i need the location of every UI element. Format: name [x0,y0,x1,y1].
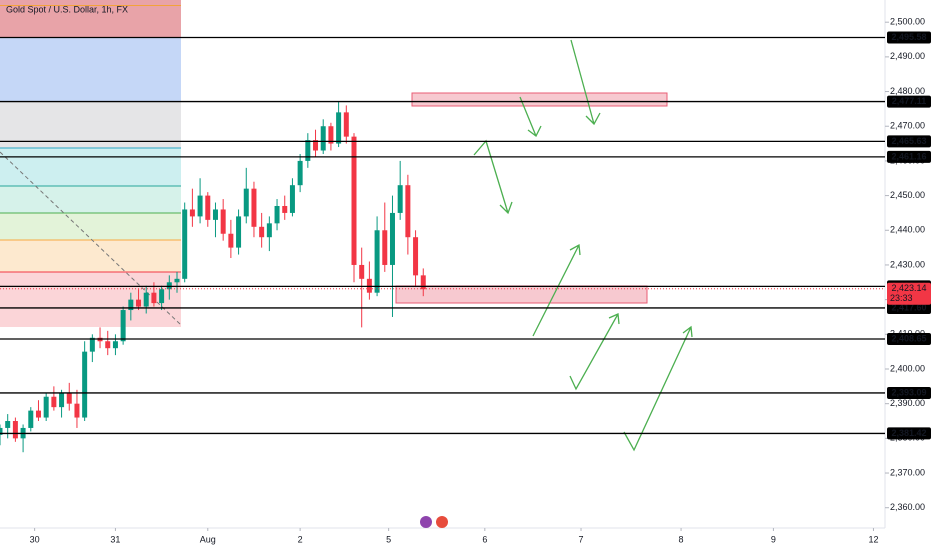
candle-body [236,216,242,248]
candle-body [397,185,403,213]
footer-icons [420,516,448,528]
candle-body [51,396,57,408]
last-price-label: 2,423.14 [891,283,926,293]
x-tick-label: 2 [298,534,303,544]
level-label: 2,417.60 [891,302,926,312]
candle-body [359,264,365,279]
candle-body [59,393,65,408]
fib-zones [0,0,182,327]
candle-body [43,396,49,418]
y-tick-label: 2,480.00 [890,86,925,96]
level-label-box [887,95,931,108]
y-tick-label: 2,430.00 [890,259,925,269]
level-label: 2,408.65 [891,333,926,343]
candle-body [28,410,34,428]
x-tick-label: 8 [679,534,684,544]
y-tick-label: 2,470.00 [890,121,925,131]
arrows [473,39,693,452]
candle-body [197,195,203,217]
candle-body [405,185,411,238]
level-label-box [887,427,931,440]
countdown: 23:33 [890,293,913,303]
x-tick-label: 5 [386,534,391,544]
candle-body [89,337,95,352]
candle-body [336,112,342,144]
candle-body [151,292,157,304]
y-tick-label: 2,450.00 [890,190,925,200]
y-tick-label: 2,370.00 [890,467,925,477]
candle-body [143,292,149,307]
chart-title: Gold Spot / U.S. Dollar, 1h, FX [6,4,128,14]
x-tick-label: 31 [110,534,120,544]
candle-body [35,410,41,418]
x-tick-label: 7 [579,534,584,544]
candle-body [251,188,257,227]
level-label-box [887,332,931,345]
candle-body [374,230,380,293]
x-tick-label: 6 [482,534,487,544]
candle-body [274,205,280,224]
candle-body [112,341,118,349]
candle-body [389,212,395,265]
y-tick-label: 2,390.00 [890,398,925,408]
candle-body [189,209,195,217]
zones [395,92,668,304]
level-label-box [887,31,931,44]
level-label: 2,477.11 [892,96,927,106]
candle-body [5,421,11,428]
candle-body [66,393,72,404]
y-tick-label: 2,500.00 [890,17,925,27]
candle-body [413,237,419,276]
candle-body [12,421,18,439]
level-label: 2,495.58 [891,32,926,42]
y-tick-label: 2,490.00 [890,51,925,61]
candle-body [297,160,303,186]
y-tick-label: 2,440.00 [890,225,925,235]
x-tick-label: 9 [771,534,776,544]
candle-body [259,226,265,238]
level-label-box [887,150,931,163]
candle-body [105,341,111,349]
level-label: 2,381.42 [891,428,926,438]
candle-body [0,427,3,435]
x-tick-label: 30 [30,534,40,544]
candle-body [351,136,357,265]
candle-body [282,205,288,213]
candle-body [174,278,180,283]
candle-body [74,403,80,418]
candle-body [220,209,226,234]
last-price-box [887,282,931,305]
candle-body [382,230,388,265]
x-tick-label: 12 [868,534,878,544]
candle-body [228,233,234,248]
level-label: 2,465.63 [891,136,926,146]
candle-body [320,126,326,151]
candle-body [182,209,188,279]
candle-body [120,310,126,342]
level-label-box [887,301,931,314]
candle-body [82,351,88,418]
candle-body [212,209,218,220]
x-tick-label: Aug [200,534,216,544]
candle-body [266,223,272,238]
level-label: 2,393.09 [891,387,926,397]
candle-body [205,195,211,220]
y-tick-label: 2,400.00 [890,363,925,373]
candle-body [305,140,311,161]
candle-body [313,140,319,151]
candle-body [420,275,426,290]
level-label-box [887,135,931,148]
y-tick-label: 2,360.00 [890,502,925,512]
level-label-box [887,386,931,399]
candle-body [343,112,349,137]
candle-body [136,299,142,307]
candle-body [328,126,334,144]
level-label: 2,461.16 [891,151,926,161]
candle-body [289,185,295,213]
candle-body [128,299,134,311]
candle-body [243,188,249,217]
candle-body [159,289,165,304]
